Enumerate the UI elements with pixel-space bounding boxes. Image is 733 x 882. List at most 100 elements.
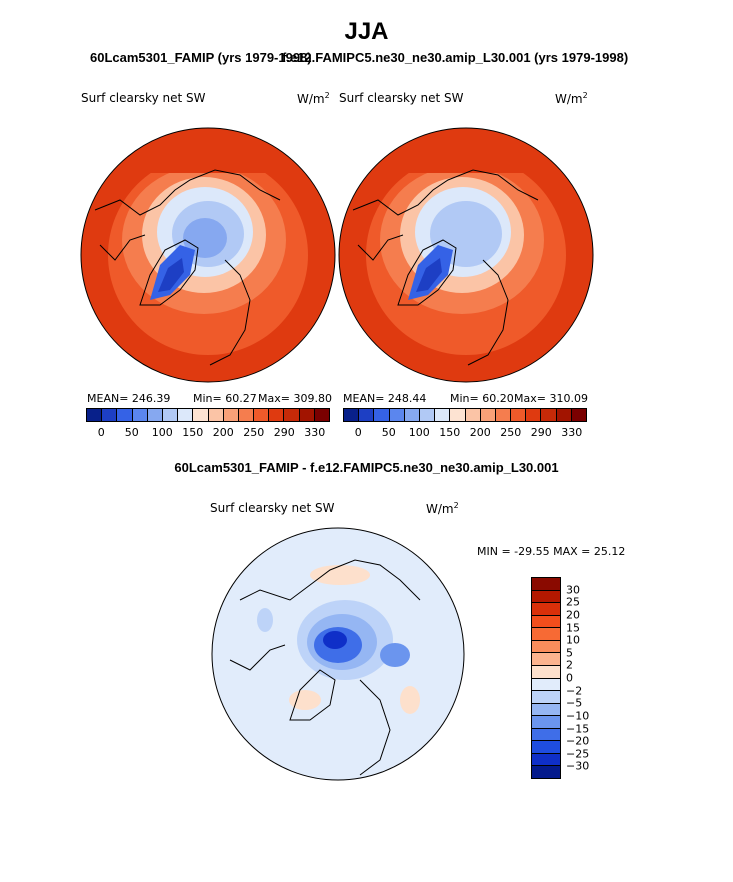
colorbar-swatch xyxy=(117,409,133,421)
colorbar-swatch xyxy=(102,409,118,421)
colorbar-tick-label: −15 xyxy=(566,722,590,735)
colorbar-tick-label: 10 xyxy=(566,633,580,647)
colorbar-swatch xyxy=(374,409,390,421)
left-panel-subtitle: 60Lcam5301_FAMIP (yrs 1979-1998) xyxy=(90,50,312,65)
colorbar-tick-label: −30 xyxy=(566,759,590,773)
colorbar-swatch xyxy=(532,716,560,729)
colorbar-swatch xyxy=(284,409,300,421)
colorbar-swatch xyxy=(532,653,560,666)
colorbar-swatch xyxy=(404,409,420,421)
colorbar-tick-label: 200 xyxy=(469,426,491,439)
left-colorbar xyxy=(86,408,330,422)
right-max-stat: Max= 310.09 xyxy=(514,392,588,405)
colorbar-swatch xyxy=(208,409,224,421)
colorbar-swatch xyxy=(526,409,542,421)
colorbar-tick-label: 200 xyxy=(212,426,234,439)
colorbar-swatch xyxy=(532,691,560,704)
colorbar-tick-label: −2 xyxy=(566,684,583,698)
difference-polar-map xyxy=(212,528,464,780)
colorbar-tick-label: −25 xyxy=(566,747,590,761)
left-mean-stat: MEAN= 246.39 xyxy=(87,392,171,405)
right-units-label: W/m2 xyxy=(555,91,588,106)
colorbar-swatch xyxy=(541,409,557,421)
colorbar-swatch xyxy=(419,409,436,421)
left-units-label: W/m2 xyxy=(297,91,330,106)
colorbar-swatch xyxy=(254,409,270,421)
colorbar-tick-label: 5 xyxy=(566,646,573,660)
page-title: JJA xyxy=(344,18,389,45)
colorbar-swatch xyxy=(571,409,586,421)
right-coastlines xyxy=(352,169,539,366)
colorbar-swatch xyxy=(223,409,239,421)
colorbar-tick-label: 50 xyxy=(124,426,139,439)
colorbar-swatch xyxy=(532,766,560,778)
colorbar-tick-label: 25 xyxy=(566,595,580,609)
diff-variable-label: Surf clearsky net SW xyxy=(210,501,335,515)
colorbar-tick-label: −10 xyxy=(566,709,590,723)
colorbar-tick-label: 290 xyxy=(273,426,295,439)
colorbar-tick-label: 330 xyxy=(304,426,326,439)
colorbar-swatch xyxy=(532,640,560,654)
colorbar-swatch xyxy=(532,578,560,591)
colorbar-swatch xyxy=(87,409,103,421)
right-min-stat: Min= 60.20 xyxy=(450,392,514,405)
right-polar-map xyxy=(339,128,593,382)
colorbar-tick-label: 0 xyxy=(97,426,105,439)
colorbar-swatch xyxy=(314,409,329,421)
colorbar-swatch xyxy=(532,603,560,616)
colorbar-tick-label: 50 xyxy=(381,426,396,439)
diff-units-label: W/m2 xyxy=(426,501,459,516)
colorbar-swatch xyxy=(344,409,360,421)
right-colorbar xyxy=(343,408,587,422)
right-mean-stat: MEAN= 248.44 xyxy=(343,392,427,405)
colorbar-swatch xyxy=(532,741,560,754)
colorbar-swatch xyxy=(269,409,285,421)
colorbar-tick-label: 0 xyxy=(354,426,362,439)
colorbar-swatch xyxy=(532,728,560,742)
colorbar-tick-label: 2 xyxy=(566,658,573,672)
colorbar-tick-label: 330 xyxy=(561,426,583,439)
difference-colorbar xyxy=(531,577,561,779)
colorbar-swatch xyxy=(532,615,560,629)
colorbar-swatch xyxy=(132,409,148,421)
colorbar-swatch xyxy=(556,409,572,421)
colorbar-swatch xyxy=(299,409,315,421)
left-max-stat: Max= 309.80 xyxy=(258,392,332,405)
colorbar-tick-label: 0 xyxy=(566,671,573,685)
left-variable-label: Surf clearsky net SW xyxy=(81,91,206,105)
colorbar-tick-label: 150 xyxy=(439,426,461,439)
colorbar-swatch xyxy=(162,409,179,421)
colorbar-swatch xyxy=(389,409,405,421)
colorbar-swatch xyxy=(359,409,375,421)
right-variable-label: Surf clearsky net SW xyxy=(339,91,464,105)
colorbar-swatch xyxy=(178,409,194,421)
colorbar-tick-label: 250 xyxy=(500,426,522,439)
colorbar-swatch xyxy=(495,409,512,421)
colorbar-swatch xyxy=(532,753,560,767)
colorbar-swatch xyxy=(480,409,496,421)
colorbar-tick-label: 100 xyxy=(408,426,430,439)
colorbar-tick-label: 250 xyxy=(243,426,265,439)
left-min-stat: Min= 60.27 xyxy=(193,392,257,405)
colorbar-swatch xyxy=(532,665,560,679)
colorbar-tick-label: −5 xyxy=(566,696,583,710)
colorbar-swatch xyxy=(147,409,163,421)
colorbar-swatch xyxy=(511,409,527,421)
colorbar-tick-label: 15 xyxy=(566,621,580,634)
colorbar-tick-label: 20 xyxy=(566,608,580,622)
colorbar-swatch xyxy=(193,409,209,421)
colorbar-tick-label: −20 xyxy=(566,734,590,748)
colorbar-tick-label: 290 xyxy=(530,426,552,439)
colorbar-swatch xyxy=(435,409,451,421)
difference-coastlines xyxy=(229,559,421,776)
colorbar-swatch xyxy=(465,409,481,421)
colorbar-tick-label: 30 xyxy=(566,583,580,597)
left-coastlines xyxy=(94,169,281,366)
colorbar-swatch xyxy=(532,628,560,641)
colorbar-swatch xyxy=(532,703,560,717)
colorbar-swatch xyxy=(532,590,560,604)
diff-minmax-stat: MIN = -29.55 MAX = 25.12 xyxy=(477,545,626,558)
colorbar-swatch xyxy=(532,678,560,692)
colorbar-tick-label: 150 xyxy=(182,426,204,439)
